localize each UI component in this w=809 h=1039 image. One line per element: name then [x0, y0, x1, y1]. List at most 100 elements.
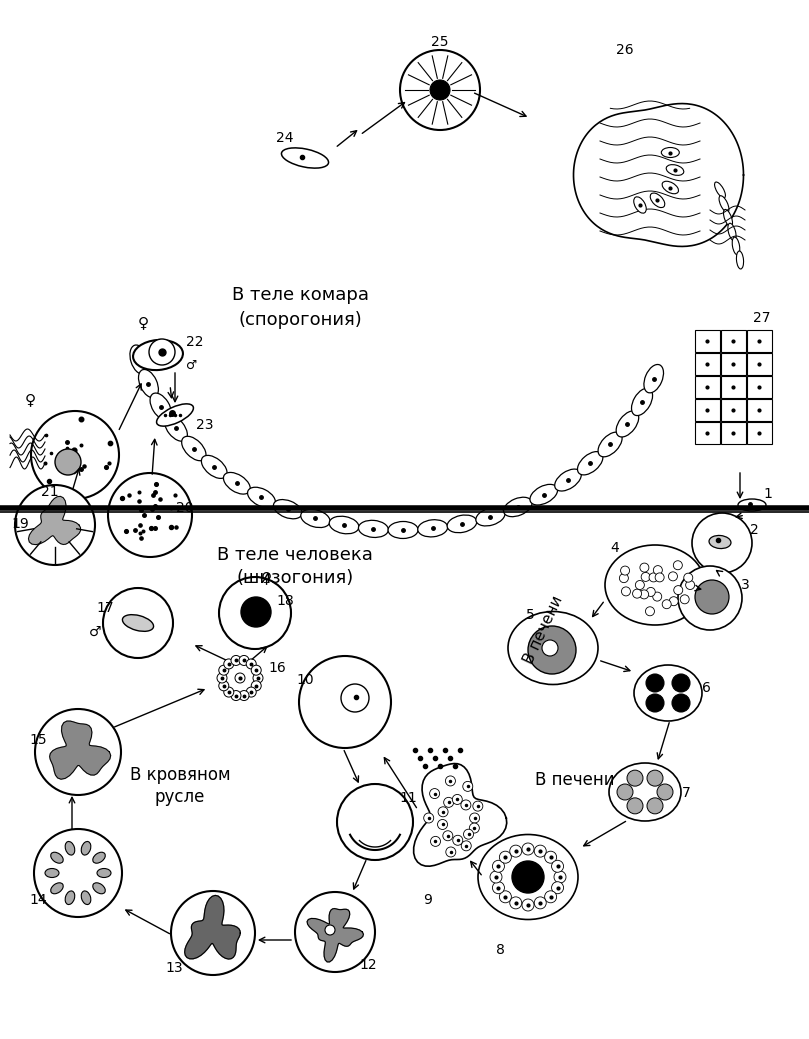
Ellipse shape [609, 763, 681, 821]
Circle shape [453, 835, 463, 846]
Circle shape [149, 339, 175, 365]
Bar [747, 353, 772, 375]
Text: В кровяном: В кровяном [129, 766, 231, 784]
Circle shape [647, 770, 663, 787]
Ellipse shape [530, 484, 557, 505]
Circle shape [684, 574, 693, 582]
Polygon shape [307, 908, 363, 962]
Circle shape [246, 687, 256, 697]
Bar [695, 353, 720, 375]
Circle shape [654, 565, 663, 575]
Circle shape [672, 694, 690, 712]
Ellipse shape [81, 890, 91, 905]
Ellipse shape [508, 612, 598, 685]
Ellipse shape [329, 516, 359, 534]
Circle shape [647, 798, 663, 814]
Text: ♂: ♂ [186, 358, 197, 372]
Circle shape [34, 829, 122, 917]
Text: В печени: В печени [521, 593, 565, 666]
Ellipse shape [605, 545, 705, 625]
Text: 16: 16 [268, 661, 286, 675]
Circle shape [646, 674, 664, 692]
Circle shape [443, 797, 454, 807]
Circle shape [649, 572, 658, 582]
Circle shape [695, 580, 729, 614]
Ellipse shape [273, 500, 302, 518]
Text: 15: 15 [29, 732, 47, 747]
Circle shape [534, 845, 546, 857]
Circle shape [246, 659, 256, 669]
Ellipse shape [133, 340, 183, 370]
Ellipse shape [97, 869, 111, 878]
Ellipse shape [182, 436, 206, 460]
Ellipse shape [130, 345, 149, 374]
Circle shape [493, 882, 505, 894]
Ellipse shape [662, 181, 679, 193]
Circle shape [621, 566, 629, 575]
Polygon shape [28, 497, 81, 544]
Text: 5: 5 [526, 608, 535, 622]
Text: В печени: В печени [536, 771, 615, 789]
Ellipse shape [122, 615, 154, 632]
Ellipse shape [81, 842, 91, 855]
Text: 6: 6 [701, 681, 710, 695]
Text: 9: 9 [424, 893, 433, 907]
Ellipse shape [633, 196, 646, 213]
Text: 11: 11 [399, 791, 417, 805]
Circle shape [235, 673, 245, 683]
Polygon shape [574, 104, 743, 246]
Circle shape [461, 841, 471, 851]
Text: (спорогония): (спорогония) [238, 311, 362, 329]
Circle shape [239, 691, 249, 700]
Circle shape [430, 80, 450, 100]
Ellipse shape [223, 473, 250, 495]
Circle shape [252, 665, 261, 675]
Circle shape [490, 871, 502, 883]
Text: 19: 19 [11, 517, 29, 531]
Circle shape [241, 597, 271, 627]
Ellipse shape [150, 393, 172, 420]
Circle shape [617, 784, 633, 800]
Circle shape [337, 784, 413, 860]
Ellipse shape [650, 193, 665, 208]
Ellipse shape [478, 834, 578, 920]
Bar [721, 376, 746, 398]
Text: 10: 10 [296, 673, 314, 687]
Ellipse shape [388, 522, 418, 538]
Circle shape [171, 891, 255, 975]
Text: ♂: ♂ [89, 625, 101, 639]
Ellipse shape [598, 432, 622, 457]
Text: ♀: ♀ [24, 393, 36, 407]
Circle shape [554, 871, 566, 883]
Text: 25: 25 [431, 35, 449, 49]
Text: ♀: ♀ [138, 316, 149, 330]
Ellipse shape [93, 852, 105, 863]
Ellipse shape [555, 469, 582, 491]
Circle shape [627, 798, 643, 814]
Ellipse shape [738, 499, 766, 511]
Circle shape [534, 897, 546, 909]
Text: 2: 2 [750, 523, 758, 537]
Text: 22: 22 [186, 335, 204, 349]
Circle shape [325, 925, 335, 935]
Circle shape [35, 709, 121, 795]
Ellipse shape [578, 452, 603, 475]
Polygon shape [184, 896, 240, 959]
Circle shape [686, 581, 695, 589]
Circle shape [231, 656, 241, 665]
Ellipse shape [358, 521, 388, 537]
Text: В теле человека: В теле человека [217, 547, 373, 564]
Circle shape [528, 627, 576, 674]
Ellipse shape [447, 515, 477, 533]
Text: 7: 7 [682, 785, 690, 800]
Ellipse shape [714, 182, 726, 198]
Text: 14: 14 [29, 893, 47, 907]
Bar [747, 376, 772, 398]
Circle shape [633, 589, 642, 598]
Polygon shape [413, 764, 506, 867]
Circle shape [544, 890, 557, 903]
Circle shape [552, 882, 564, 894]
Circle shape [446, 776, 455, 785]
Circle shape [512, 861, 544, 893]
Bar [747, 399, 772, 421]
